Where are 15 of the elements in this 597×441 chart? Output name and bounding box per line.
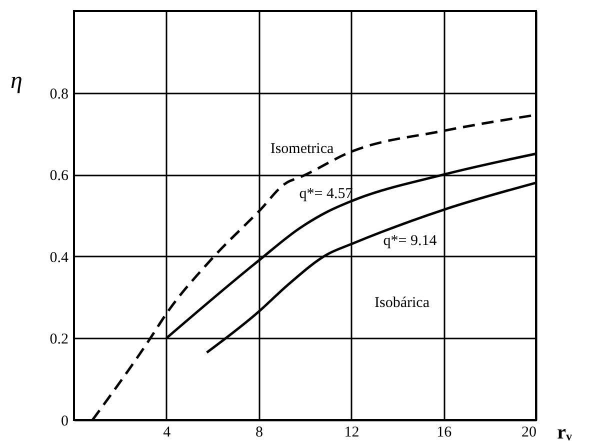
x-tick-label: 16: [436, 424, 452, 440]
annotation: Isobárica: [374, 295, 430, 311]
x-axis-title: rᵥ: [557, 422, 572, 441]
y-tick-label: 0: [61, 414, 68, 430]
x-tick-label: 4: [163, 424, 172, 440]
x-tick-label: 12: [344, 424, 360, 440]
annotation: q*= 9.14: [383, 233, 438, 249]
y-tick-label: 0.6: [50, 168, 69, 184]
x-tick-label: 8: [256, 424, 264, 440]
y-tick-label: 0.4: [50, 250, 69, 266]
annotation: Isometrica: [270, 141, 334, 157]
x-tick-label: 20: [522, 424, 536, 440]
y-tick-label: 0.2: [50, 332, 68, 348]
y-axis-title: η: [10, 68, 22, 94]
y-tick-label: 0.8: [50, 86, 68, 102]
